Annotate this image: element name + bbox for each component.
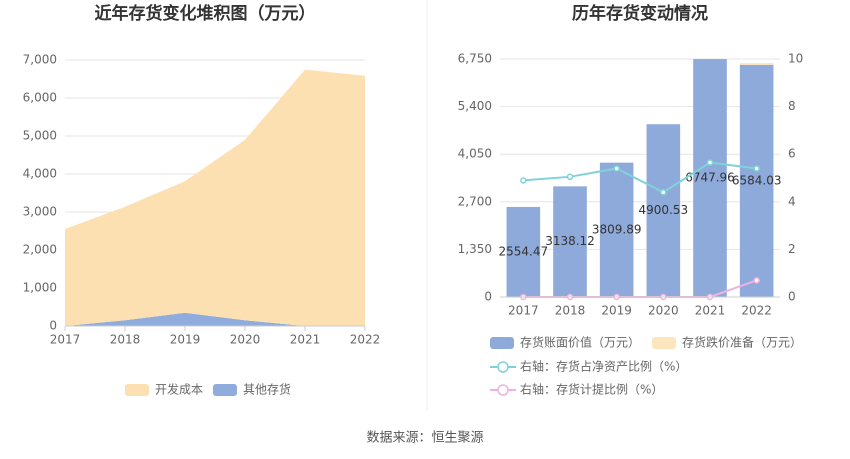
x-tick-label: 2018: [110, 333, 141, 347]
point: [660, 189, 667, 196]
point: [520, 177, 527, 184]
y-tick-label: 3,000: [23, 205, 57, 219]
y-tick-label: 5,000: [23, 129, 57, 143]
legend-label: 右轴：存货计提比例（%）: [520, 382, 663, 397]
data-label: 3138.12: [545, 234, 595, 248]
legend-label: 存货跌价准备（万元）: [682, 335, 802, 350]
point: [613, 165, 620, 172]
chart-title: 历年存货变动情况: [572, 3, 708, 24]
area: [65, 312, 365, 326]
y-tick-label: 2: [788, 242, 796, 256]
x-tick-label: 2022: [350, 333, 381, 347]
legend-label: 开发成本: [155, 382, 203, 397]
legend-swatch: [652, 337, 676, 349]
legend-swatch: [213, 384, 237, 396]
y-tick-label: 4,000: [23, 167, 57, 181]
y-tick-label: 0: [788, 290, 796, 304]
y-tick-label: 7,000: [23, 53, 57, 67]
bar: [739, 64, 774, 297]
bar: [693, 59, 727, 297]
bar: [646, 124, 681, 298]
bar: [553, 186, 587, 297]
source: 数据来源：恒生聚源: [366, 431, 483, 446]
y-tick-label: 4: [788, 194, 796, 208]
x-tick-label: 2022: [741, 304, 772, 318]
point: [753, 277, 760, 284]
legend-label: 其他存货: [243, 382, 291, 397]
legend-label: 右轴：存货占净资产比例（%）: [520, 359, 687, 374]
x-tick-label: 2019: [601, 304, 632, 318]
y-tick-label: 1,350: [458, 242, 492, 256]
y-tick-label: 10: [788, 52, 803, 66]
y-tick-label: 8: [788, 99, 796, 113]
y-tick-label: 0: [49, 319, 57, 333]
data-label: 6747.96: [685, 171, 735, 185]
y-tick-label: 6: [788, 147, 796, 161]
data-label: 6584.03: [732, 173, 782, 187]
legend-swatch: [125, 384, 149, 396]
y-tick-label: 1,000: [23, 281, 57, 295]
x-tick-label: 2020: [648, 304, 679, 318]
x-tick-label: 2017: [50, 333, 81, 347]
point: [706, 159, 714, 166]
y-tick-label: 5,400: [458, 99, 492, 113]
x-tick-label: 2021: [290, 333, 321, 347]
y-tick-label: 2,700: [458, 194, 492, 208]
bar: [739, 63, 774, 65]
y-tick-label: 6,750: [458, 52, 492, 66]
point: [566, 173, 574, 181]
x-tick-label: 2017: [508, 304, 539, 318]
data-label: 4900.53: [639, 203, 689, 217]
y-tick-label: 6,000: [23, 91, 57, 105]
legend-swatch: [490, 337, 514, 349]
data-label: 3809.89: [592, 222, 642, 236]
x-tick-label: 2021: [695, 304, 726, 318]
y-tick-label: 0: [484, 290, 492, 304]
y-tick-label: 4,050: [458, 147, 492, 161]
y-tick-label: 2,000: [23, 243, 57, 257]
legend-swatch: [497, 384, 509, 396]
x-tick-label: 2019: [170, 333, 201, 347]
legend-swatch: [497, 361, 509, 373]
data-label: 2554.47: [499, 244, 549, 258]
bar: [599, 162, 634, 297]
point: [753, 165, 760, 172]
legend-label: 存货账面价值（万元）: [520, 335, 640, 350]
chart-title: 近年存货变化堆积图（万元）: [95, 3, 316, 24]
line: [523, 161, 757, 194]
x-tick-label: 2020: [230, 333, 261, 347]
x-tick-label: 2018: [555, 304, 586, 318]
area: [65, 69, 365, 327]
bar: [506, 206, 541, 297]
